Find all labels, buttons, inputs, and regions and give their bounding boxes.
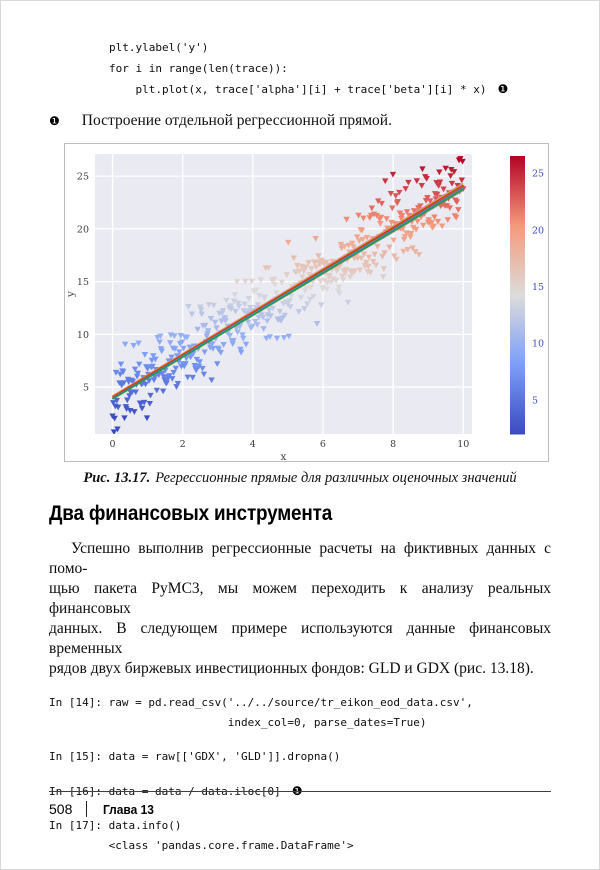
code-line: In [17]: data.info() xyxy=(49,819,182,832)
code-line: In [15]: data = raw[['GDX', 'GLD']].drop… xyxy=(49,750,341,763)
paragraph-line: рядов двух биржевых инвестиционных фондо… xyxy=(49,660,534,677)
figure-caption-text: Регрессионные прямые для различных оцено… xyxy=(155,470,517,486)
paragraph-line: щью пакета PyMC3, мы можем переходить к … xyxy=(49,580,551,617)
figure-13-17 xyxy=(64,143,549,462)
code-line: In [14]: raw = pd.read_csv('../../source… xyxy=(49,696,473,709)
code-line: index_col=0, parse_dates=True) xyxy=(49,716,427,729)
figure-caption-label: Рис. 13.17. xyxy=(83,470,151,486)
code-line: plt.plot(x, trace['alpha'][i] + trace['b… xyxy=(109,79,551,100)
body-paragraph: Успешно выполнив регрессионные расчеты н… xyxy=(49,539,551,679)
callout-explanation: ❶ Построение отдельной регрессионной пря… xyxy=(49,112,551,130)
section-heading: Два финансовых инструмента xyxy=(49,502,333,525)
code-cell-in15: In [15]: data = raw[['GDX', 'GLD']].drop… xyxy=(49,747,551,767)
code-cell-in17: In [17]: data.info() <class 'pandas.core… xyxy=(49,816,551,856)
chapter-label: Глава 13 xyxy=(103,801,155,817)
footer-rule xyxy=(49,791,551,792)
callout-explanation-text: Построение отдельной регрессионной прямо… xyxy=(81,112,392,129)
paragraph-line: данных. В следующем примере используются… xyxy=(49,620,551,657)
regression-chart xyxy=(65,144,548,461)
code-cell-in14: In [14]: raw = pd.read_csv('../../source… xyxy=(49,693,551,733)
callout-1-icon: ❶ xyxy=(497,82,509,96)
paragraph-line: Успешно выполнив регрессионные расчеты н… xyxy=(49,540,551,577)
page-footer: 508 Глава 13 xyxy=(49,791,551,817)
code-text: plt.plot(x, trace['alpha'][i] + trace['b… xyxy=(109,83,487,96)
page-number: 508 xyxy=(49,801,73,817)
code-line: <class 'pandas.core.frame.DataFrame'> xyxy=(49,839,354,852)
code-line: for i in range(len(trace)): xyxy=(109,62,288,75)
code-cells: In [14]: raw = pd.read_csv('../../source… xyxy=(49,693,551,856)
code-snippet-plot: plt.ylabel('y') for i in range(len(trace… xyxy=(109,37,551,100)
figure-caption: Рис. 13.17. Регрессионные прямые для разл… xyxy=(49,470,551,487)
code-line: plt.ylabel('y') xyxy=(109,41,209,54)
callout-1-icon: ❶ xyxy=(49,114,60,128)
footer-divider xyxy=(86,801,88,817)
